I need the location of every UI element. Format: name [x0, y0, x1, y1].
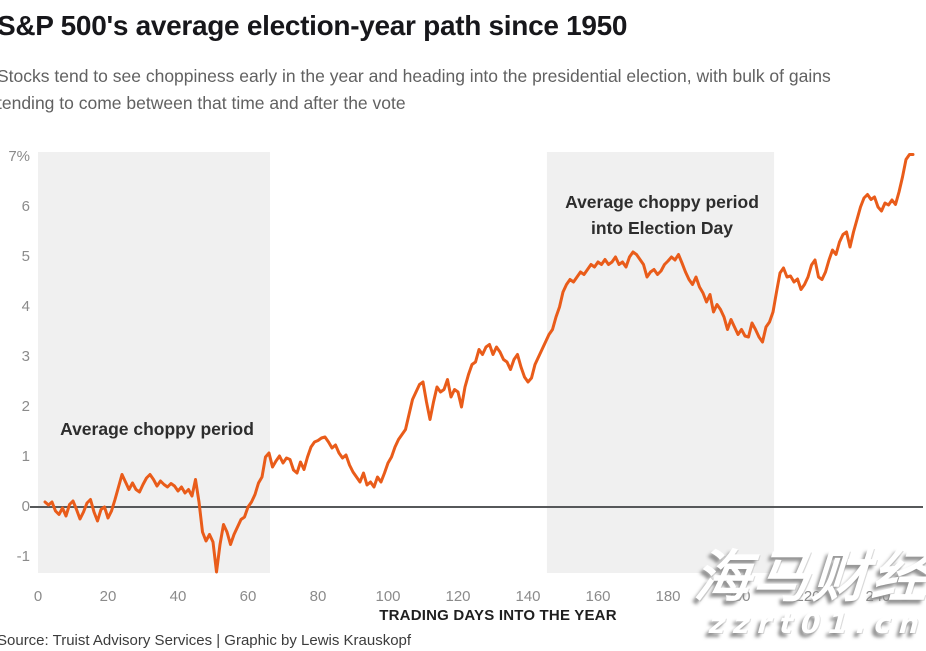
y-tick-label: 6 — [21, 198, 30, 215]
x-tick-label: 160 — [585, 588, 611, 605]
x-tick-label: 220 — [795, 588, 821, 605]
y-tick-label: -1 — [16, 548, 30, 565]
y-tick-label: 2 — [21, 398, 30, 415]
subtitle-line-2: tending to come between that time and af… — [0, 93, 406, 113]
chart-subtitle: Stocks tend to see choppiness early in t… — [0, 63, 917, 117]
y-tick-label: 3 — [21, 348, 30, 365]
annotation-choppy-election: Average choppy period into Election Day — [545, 189, 779, 241]
x-tick-label: 140 — [515, 588, 541, 605]
x-tick-label: 0 — [33, 588, 43, 605]
x-axis-title: TRADING DAYS INTO THE YEAR — [379, 607, 617, 624]
page-title: S&P 500's average election-year path sin… — [0, 10, 628, 41]
x-tick-label: 60 — [239, 588, 257, 605]
shaded-region — [546, 152, 775, 573]
annotation-choppy-election-line2: into Election Day — [591, 218, 733, 238]
x-tick-label: 100 — [375, 588, 401, 605]
x-tick-label: 40 — [169, 588, 187, 605]
source-credit: Source: Truist Advisory Services | Graph… — [0, 632, 412, 649]
y-tick-label: 4 — [21, 298, 30, 315]
x-tick-label: 20 — [99, 588, 117, 605]
annotation-choppy-election-line1: Average choppy period — [565, 192, 759, 212]
y-tick-label: 5 — [21, 248, 30, 265]
y-tick-label: 7% — [8, 148, 30, 165]
y-tick-label: 0 — [21, 498, 30, 515]
shaded-region — [38, 152, 270, 573]
x-tick-label: 200 — [725, 588, 751, 605]
x-tick-label: 80 — [309, 588, 327, 605]
subtitle-line-1: Stocks tend to see choppiness early in t… — [0, 66, 831, 86]
x-tick-label: 120 — [445, 588, 471, 605]
y-tick-label: 1 — [21, 448, 30, 465]
annotation-choppy-early: Average choppy period — [60, 419, 254, 439]
x-tick-label: 180 — [655, 588, 681, 605]
x-tick-label: 240 — [865, 588, 891, 605]
sp500-path-line — [43, 153, 915, 574]
